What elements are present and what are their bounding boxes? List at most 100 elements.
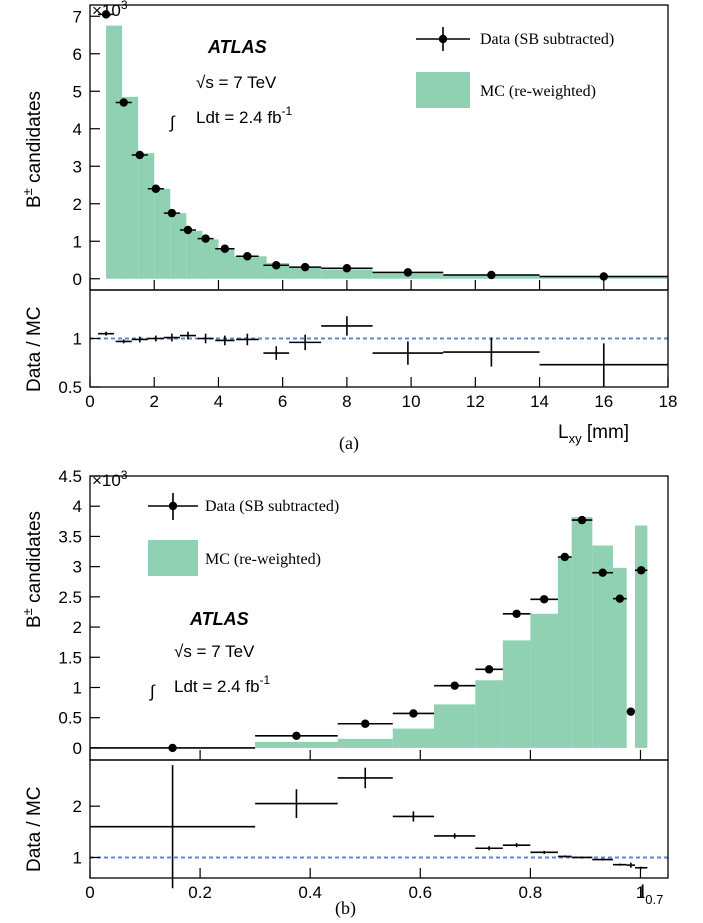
panel-b-ratio-y-tick-label: 2 [73, 797, 82, 816]
panel-b-mc-bar [634, 525, 648, 748]
panel-b-yexp: ×103 [92, 468, 128, 490]
panel-b-x-tick-label: 0.2 [188, 883, 212, 902]
panel-a-mc-bar [321, 269, 373, 279]
panel-a-y-tick-label: 7 [73, 7, 82, 26]
panel-b-mc-bar [337, 738, 393, 748]
panel-a-y-tick-label: 6 [73, 45, 82, 64]
panel-a-data-point [201, 234, 210, 243]
panel-a-integral-symbol: ∫ [169, 113, 176, 132]
panel-b-data-point [450, 681, 459, 690]
panel-a-data-point [119, 98, 128, 107]
panel-a-data-point [135, 150, 144, 160]
panel-b-data-point [168, 743, 177, 753]
panel-b-y-tick-label: 1 [73, 678, 82, 697]
panel-b-y-tick-label: 2.5 [58, 588, 82, 607]
panel-a-mc-bar [154, 188, 171, 279]
panel-b-ratio-frame [89, 759, 669, 879]
panel-a-energy: √s = 7 TeV [196, 73, 277, 92]
panel-b-data-point [361, 719, 370, 728]
panel-a-data-point [272, 261, 281, 270]
panel-a-labels: ×103 B± candidates Data / MC Lxy [mm] AT… [20, 0, 629, 454]
panel-b-ratio-y-tick-label: 1 [73, 848, 82, 867]
panel-b-y-tick-label: 3.5 [58, 527, 82, 546]
panel-a-mc-bar [218, 248, 235, 279]
panel-a-x-tick-label: 2 [149, 392, 158, 411]
panel-b-data-point [560, 552, 569, 562]
panel-a-x-tick-label: 4 [214, 392, 223, 411]
panel-a-atlas-label: ATLAS [207, 37, 267, 57]
panel-b-x-tick-label: 0 [85, 883, 94, 902]
panel-a-lumi: Ldt = 2.4 fb-1 [196, 104, 293, 127]
panel-b-legend-mc: MC (re-weighted) [205, 551, 321, 568]
panel-a-data-point [183, 225, 193, 235]
panel-b-mc-bar [434, 704, 476, 748]
panel-b-caption: (b) [335, 898, 356, 919]
panel-a-x-tick-label: 6 [278, 392, 287, 411]
panel-b-ylabel: B± candidates [20, 511, 45, 628]
panel-a-legend: Data (SB subtracted) MC (re-weighted) [416, 27, 614, 108]
panel-b-data-point [577, 515, 587, 525]
panel-a-x-tick-label: 8 [342, 392, 351, 411]
panel-b-legend-mc-swatch [148, 540, 198, 576]
panel-b-y-tick-label: 4.5 [58, 467, 82, 486]
panel-b-y-tick-label: 1.5 [58, 648, 82, 667]
panel-b-data-point [539, 595, 549, 604]
panel-b-energy: √s = 7 TeV [174, 642, 255, 661]
panel-b-legend-data: Data (SB subtracted) [205, 498, 339, 515]
panel-a-mc-bar [289, 266, 322, 279]
panel-b-data-point [512, 609, 521, 618]
panel-a-mc-bar [170, 213, 187, 279]
panel-a-mc-bar [186, 230, 203, 279]
panel-a-mc-bar [122, 96, 139, 279]
panel-b-mc-bar [592, 545, 613, 748]
panel-a-data-point [403, 268, 413, 277]
panel-a-ratio-y-tick-label: 0.5 [58, 378, 82, 397]
panel-a-legend-mc-swatch [416, 72, 470, 108]
panel-b-x-tick-label: 0.8 [519, 883, 543, 902]
panel-a-mc-bar [266, 263, 290, 279]
panel-a-legend-mc: MC (re-weighted) [480, 83, 596, 100]
panel-b-atlas-label: ATLAS [189, 609, 249, 629]
panel-b-integral-symbol: ∫ [149, 682, 156, 701]
panel-b-y-tick-label: 4 [73, 497, 82, 516]
panel-b-mc-bar [502, 640, 531, 748]
panel-b-mc-bar [612, 567, 627, 748]
panel-a-data-point [300, 262, 310, 272]
panel-b-mc-bar [255, 741, 338, 748]
panel-a-y-tick-label: 5 [73, 82, 82, 101]
panel-a-data-point [599, 272, 608, 281]
panel-b-ratio-ylabel: Data / MC [24, 786, 45, 872]
panel-b-plot: 0 0.2 0.4 0.6 0.8 100.511.522.533.544.512 [58, 467, 669, 902]
panel-a-mc-bar [138, 153, 155, 279]
panel-a-y-tick-label: 1 [73, 232, 82, 251]
panel-a-y-tick-label: 0 [73, 270, 82, 289]
panel-a-data-point [220, 244, 230, 253]
panel-a-data-point [101, 10, 111, 19]
panel-a-ratio-y-tick-label: 1 [73, 330, 82, 349]
panel-a-x-tick-label: 0 [85, 392, 94, 411]
panel-a-data-point [243, 252, 252, 261]
panel-a-legend-data: Data (SB subtracted) [480, 31, 614, 48]
panel-b-data-point [409, 709, 418, 718]
panel-a-data-point [342, 264, 352, 273]
panel-a-data-point [487, 270, 496, 280]
panel-b-x-tick-label: 0.4 [298, 883, 322, 902]
panel-b-x-tick-label: 1 [636, 883, 645, 902]
panel-a-caption: (a) [339, 433, 359, 454]
panel-a-y-tick-label: 3 [73, 157, 82, 176]
panel-b-data-point [636, 566, 646, 575]
panel-a-mc-bar [234, 256, 267, 279]
panel-a-xlabel: Lxy [mm] [558, 422, 629, 446]
panel-a-x-tick-label: 18 [659, 392, 678, 411]
panel-b-lumi: Ldt = 2.4 fb-1 [174, 673, 271, 696]
panel-a-ratio-ylabel: Data / MC [24, 306, 45, 392]
panel-a-mc-bar [106, 25, 123, 279]
panel-b-y-tick-label: 3 [73, 558, 82, 577]
panel-b-data-point [598, 568, 607, 577]
panel-b-mc-bar [392, 728, 435, 748]
panel-b-mc-bar [475, 680, 503, 748]
panel-a-mc-bar [202, 239, 219, 279]
